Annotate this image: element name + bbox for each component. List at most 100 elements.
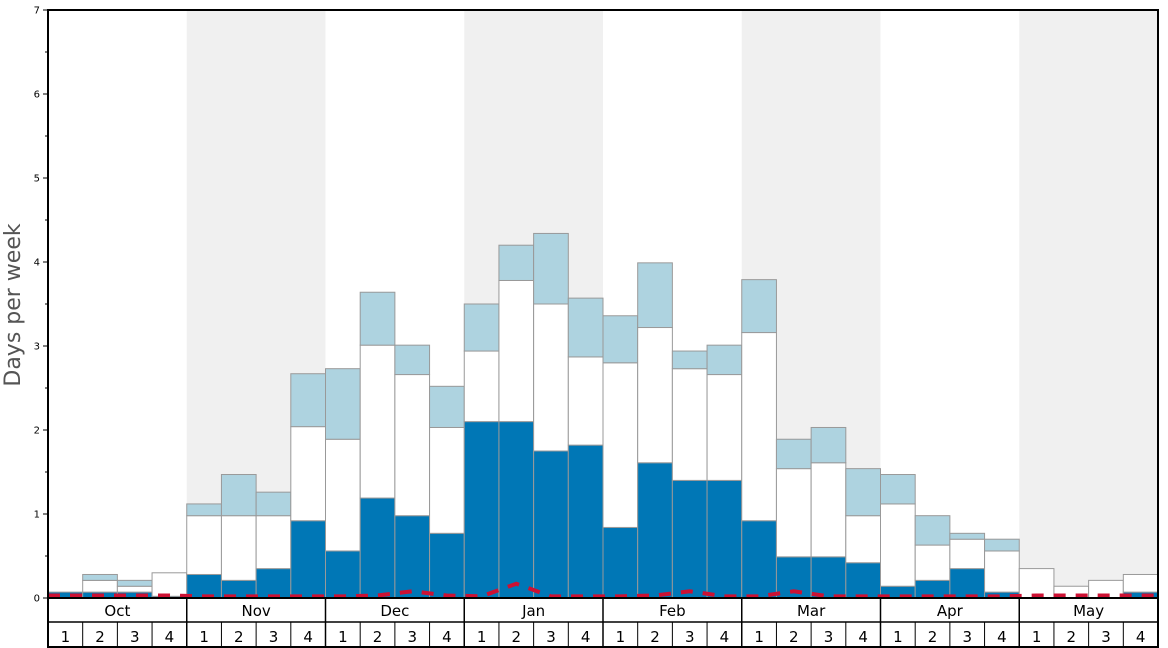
week-label: 1 (1032, 628, 1042, 646)
bar-bottom (290, 520, 326, 599)
bar-top (359, 291, 396, 346)
bar-middle (394, 374, 431, 517)
y-tick-label: 1 (34, 510, 40, 521)
bar-middle (290, 426, 326, 522)
bar-bottom (810, 556, 847, 599)
y-tick-label: 5 (34, 174, 40, 185)
bar-top (671, 350, 708, 370)
week-label: 2 (95, 628, 105, 646)
week-label: 2 (650, 628, 660, 646)
bar-bottom (429, 532, 465, 599)
bar-middle (845, 515, 881, 564)
x-axis: Oct 1 2 3 4 Nov 1 2 3 4 Dec 1 2 3 4 Jan 1 2 3 4 Feb 1 2 3 4 Mar 1 2… (47, 597, 1159, 648)
bar-bottom (637, 462, 673, 599)
y-axis: 0 1 2 3 4 5 6 7 (34, 6, 48, 605)
bar-top (949, 532, 986, 540)
bar-group (47, 232, 1159, 599)
bar-top (220, 474, 257, 517)
bar-middle (186, 515, 222, 575)
y-tick-label: 2 (34, 426, 40, 437)
month-label-jan: Jan (521, 602, 545, 620)
bar-top (602, 315, 639, 364)
bar-bottom (602, 526, 639, 599)
bar-middle (82, 579, 118, 593)
week-label: 4 (581, 628, 591, 646)
week-label: 3 (130, 628, 140, 646)
bar-top (429, 385, 465, 428)
bar-top (775, 438, 812, 470)
bar-middle (637, 327, 673, 464)
bar-top (637, 262, 673, 329)
week-label: 4 (858, 628, 868, 646)
bar-bottom (671, 479, 708, 599)
week-label: 1 (199, 628, 209, 646)
bar-bottom (255, 568, 292, 599)
y-tick-label: 3 (34, 342, 40, 353)
bar-top (810, 426, 847, 464)
bar-bottom (359, 497, 396, 599)
bar-middle (255, 515, 292, 570)
bar-middle (706, 374, 743, 481)
month-label-mar: Mar (797, 602, 826, 620)
week-label: 2 (373, 628, 383, 646)
month-label-apr: Apr (937, 602, 964, 620)
bar-middle (533, 303, 569, 452)
week-label: 1 (616, 628, 626, 646)
week-label: 4 (720, 628, 730, 646)
bar-bottom (325, 550, 361, 599)
average-line (48, 581, 1158, 599)
bar-bottom (498, 421, 535, 599)
bar-middle (567, 356, 604, 446)
bar-bottom (533, 450, 569, 599)
week-label: 4 (1136, 628, 1146, 646)
week-label: 3 (962, 628, 972, 646)
bar-top (394, 344, 431, 376)
month-shade-may (1019, 10, 1158, 598)
bar-bottom (949, 568, 986, 599)
bar-middle (1122, 573, 1159, 593)
bar-top (533, 232, 569, 305)
bar-middle (359, 344, 396, 499)
y-axis-label: Days per week (1, 223, 26, 386)
week-label: 1 (338, 628, 348, 646)
y-tick-label: 4 (34, 258, 40, 269)
bar-top (325, 368, 361, 440)
week-label: 2 (234, 628, 244, 646)
bar-middle (671, 368, 708, 481)
bar-top (914, 515, 951, 546)
bar-middle (429, 426, 465, 534)
bar-bottom (567, 444, 604, 599)
bar-bottom (845, 562, 881, 599)
bar-top (498, 244, 535, 281)
bar-middle (914, 544, 951, 581)
week-label: 1 (61, 628, 71, 646)
bar-top (567, 297, 604, 358)
bar-middle (949, 538, 986, 570)
bar-top (116, 579, 153, 587)
bar-top (984, 538, 1020, 552)
bar-top (463, 303, 500, 352)
bar-middle (325, 438, 361, 552)
week-label: 2 (512, 628, 522, 646)
y-tick-label: 6 (34, 90, 40, 101)
y-tick-label: 7 (34, 6, 40, 17)
bar-bottom (706, 479, 743, 599)
bar-middle (116, 585, 153, 593)
month-label-feb: Feb (659, 602, 686, 620)
bar-top (706, 344, 743, 376)
bar-bottom (463, 421, 500, 599)
bar-bottom (741, 520, 777, 599)
bar-top (186, 503, 222, 517)
bar-top (82, 573, 118, 581)
bar-middle (498, 279, 535, 423)
bar-middle (810, 462, 847, 558)
week-label: 4 (165, 628, 175, 646)
y-tick-label: 0 (34, 594, 40, 605)
bar-middle (775, 468, 812, 558)
bar-middle (880, 503, 916, 587)
week-label: 1 (477, 628, 487, 646)
week-label: 3 (685, 628, 695, 646)
month-label-oct: Oct (104, 602, 130, 620)
month-label-nov: Nov (241, 602, 270, 620)
week-label: 2 (928, 628, 938, 646)
